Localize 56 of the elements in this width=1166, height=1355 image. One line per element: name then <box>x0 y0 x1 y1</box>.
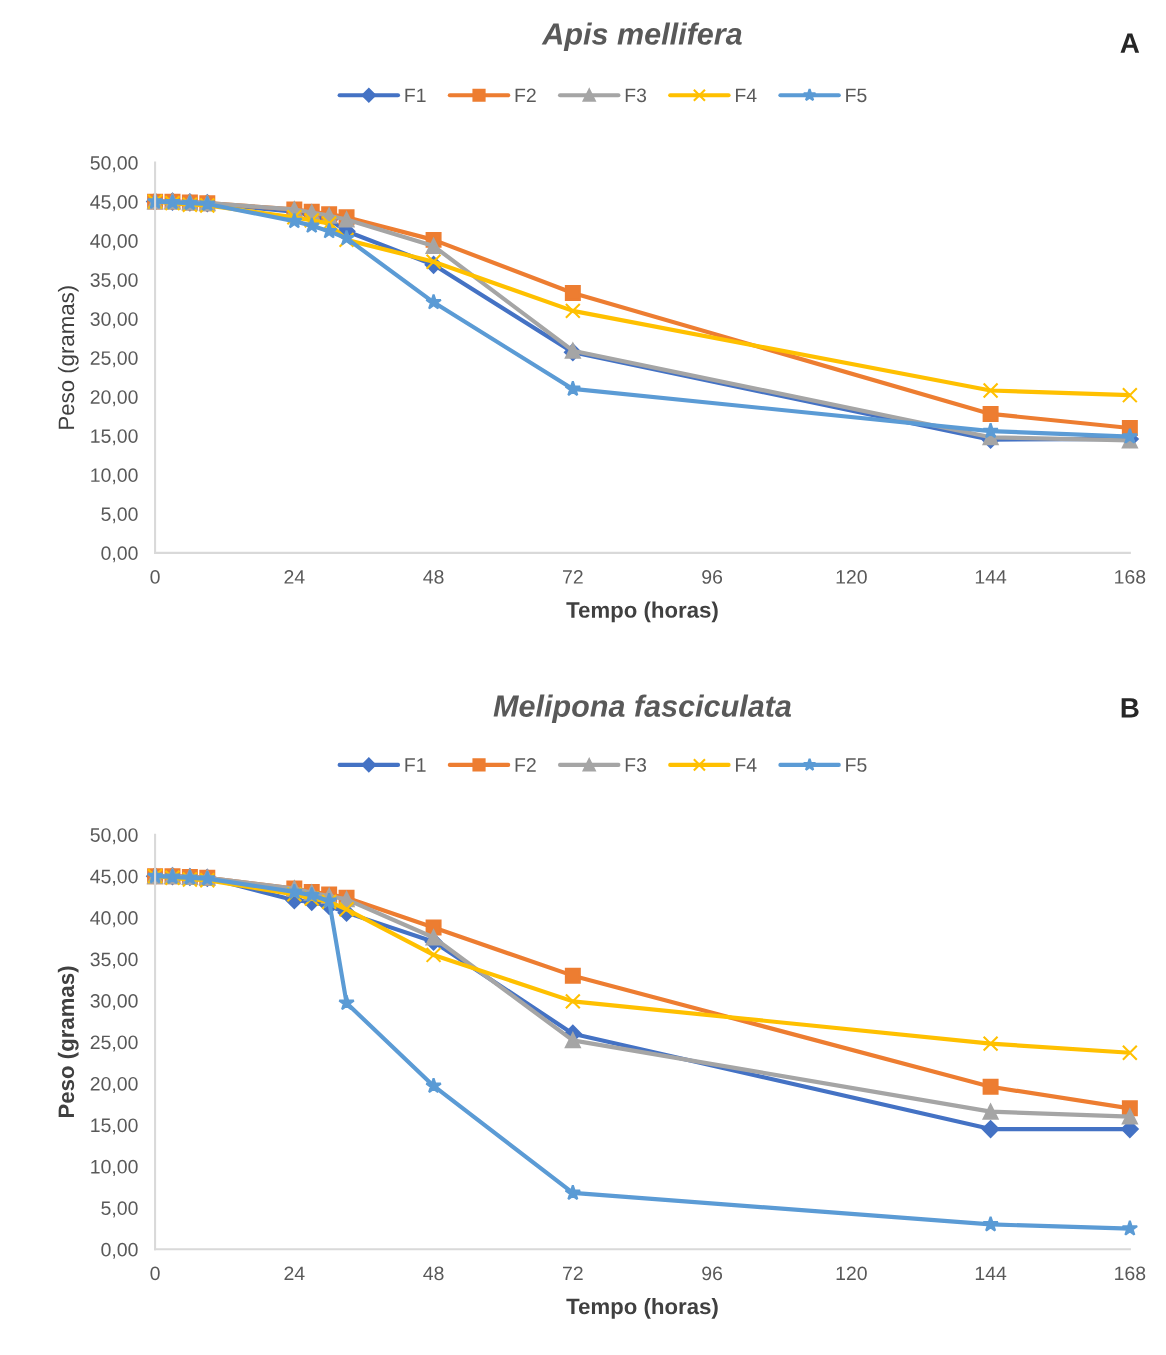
y-tick-label: 25,00 <box>90 1035 138 1052</box>
x-tick-label: 120 <box>836 1266 867 1281</box>
y-tick-label: 20,00 <box>90 390 138 407</box>
legend-label: F2 <box>515 88 536 103</box>
x-axis-title: Tempo (horas) <box>566 601 718 623</box>
y-tick-label: 30,00 <box>90 994 138 1011</box>
y-tick-label: 45,00 <box>90 195 138 212</box>
y-tick-label: 40,00 <box>90 234 138 251</box>
x-tick-label: 144 <box>975 1266 1007 1281</box>
legend-label: F4 <box>736 758 757 772</box>
legend-label: F3 <box>625 88 647 103</box>
y-tick-label: 15,00 <box>91 429 138 446</box>
y-tick-label: 10,00 <box>91 468 138 485</box>
y-tick-label: 30,00 <box>90 312 138 329</box>
legend-label: F1 <box>405 758 426 772</box>
y-tick-label: 50,00 <box>90 828 138 845</box>
x-axis-title: Tempo (horas) <box>566 1297 718 1319</box>
y-tick-label: 20,00 <box>90 1076 138 1093</box>
chart-title: Apis mellifera <box>541 22 742 51</box>
chart-title: Melipona fasciculata <box>493 694 792 723</box>
x-tick-label: 96 <box>702 1266 723 1281</box>
y-tick-label: 40,00 <box>90 911 138 928</box>
text: B <box>1121 698 1139 718</box>
y-tick-label: 35,00 <box>90 273 138 290</box>
y-axis-title: Peso (gramas) <box>57 286 79 429</box>
x-tick-label: 144 <box>975 570 1007 584</box>
y-tick-label: 5,00 <box>101 507 138 524</box>
legend-label: F5 <box>846 758 867 772</box>
y-tick-label: 45,00 <box>90 869 138 886</box>
x-tick-label: 72 <box>563 570 583 584</box>
x-tick-label: 48 <box>423 570 444 584</box>
y-tick-label: 0,00 <box>101 546 138 563</box>
y-axis-title: Peso (gramas) <box>57 966 79 1118</box>
x-tick-label: 96 <box>702 570 723 584</box>
text: A <box>1120 33 1140 53</box>
x-tick-label: 168 <box>1115 570 1146 584</box>
x-tick-label: 0 <box>150 570 160 584</box>
x-tick-label: 168 <box>1115 1266 1146 1281</box>
legend-label: F5 <box>846 88 867 103</box>
y-tick-label: 10,00 <box>91 1159 138 1176</box>
legend-label: F1 <box>405 88 426 103</box>
x-tick-label: 0 <box>150 1266 160 1281</box>
y-tick-label: 5,00 <box>101 1201 138 1218</box>
y-tick-label: 50,00 <box>90 156 138 173</box>
y-tick-label: 35,00 <box>90 952 138 969</box>
x-tick-label: 24 <box>284 1266 305 1281</box>
legend-label: F4 <box>736 88 757 103</box>
x-tick-label: 48 <box>423 1266 444 1281</box>
y-tick-label: 15,00 <box>91 1118 138 1135</box>
x-tick-label: 120 <box>836 570 867 584</box>
y-tick-label: 0,00 <box>101 1242 138 1259</box>
x-tick-label: 24 <box>284 570 305 584</box>
x-tick-label: 72 <box>563 1266 583 1281</box>
legend-label: F3 <box>625 758 647 772</box>
y-tick-label: 25,00 <box>90 351 138 368</box>
legend-label: F2 <box>515 758 536 772</box>
